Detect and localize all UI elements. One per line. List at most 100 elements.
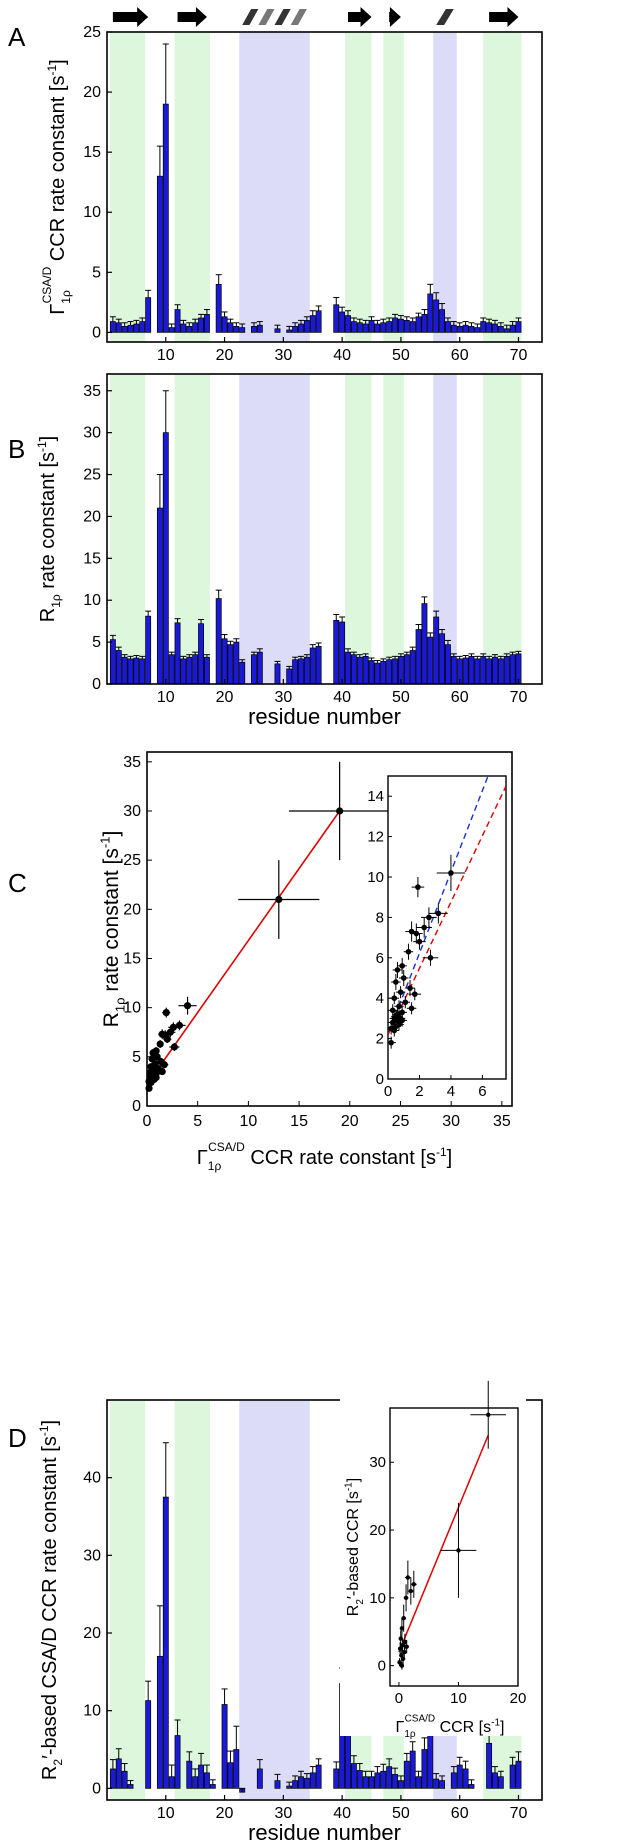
y-axis-label-part: -based CSA/D CCR rate constant [s <box>39 1436 61 1755</box>
bar <box>356 1770 363 1789</box>
inset-data-point <box>401 1615 406 1621</box>
bar <box>421 1749 428 1789</box>
bar <box>362 1776 369 1789</box>
y-axis-label-part: R <box>100 1012 123 1027</box>
inset-y-axis-label-part: ′ <box>345 1596 362 1599</box>
y-axis-label-part: ′ <box>39 1755 61 1759</box>
inset-data-point <box>399 1653 404 1658</box>
inset-data-point <box>448 870 454 876</box>
y-tick-label: 10 <box>83 204 101 221</box>
beta-strand-arrow <box>112 7 149 27</box>
x-axis-label-part: 1ρ <box>208 1159 222 1173</box>
bar <box>339 311 346 333</box>
inset-x-axis-label-part: -1 <box>491 1718 500 1729</box>
bar <box>180 658 187 685</box>
bar <box>415 1776 422 1789</box>
bar <box>303 1777 310 1789</box>
bar <box>474 658 481 685</box>
y-tick-label: 5 <box>132 1049 141 1066</box>
bar <box>256 651 263 685</box>
inset-data-point <box>404 1644 409 1649</box>
y-tick-label: 10 <box>123 1000 141 1017</box>
panel-letter-c: C <box>8 868 27 898</box>
panel-letter-d: D <box>8 1423 27 1453</box>
x-tick-label: 10 <box>157 347 175 364</box>
bar <box>380 322 387 333</box>
bar <box>303 320 310 333</box>
shaded-region-strand <box>174 1400 210 1800</box>
bar <box>427 636 434 685</box>
data-point <box>158 1030 166 1038</box>
bar <box>486 322 493 333</box>
bar <box>350 654 357 685</box>
bar <box>221 316 228 333</box>
bar <box>127 324 134 333</box>
bar <box>239 327 246 333</box>
bar <box>497 326 504 333</box>
data-point <box>183 1002 192 1010</box>
bar <box>174 309 181 333</box>
bar <box>409 321 416 333</box>
inset-x-axis-label-part: CCR [s <box>435 1719 491 1736</box>
inset-data-point <box>435 910 442 917</box>
y-tick-label: 30 <box>83 425 101 442</box>
bar <box>274 1780 281 1789</box>
bar <box>121 656 128 685</box>
bar <box>127 658 134 685</box>
inset-data-point <box>403 1595 409 1601</box>
y-axis-label-part: 1ρ <box>49 594 63 608</box>
shaded-region-helix <box>433 374 457 684</box>
bar <box>145 1700 152 1789</box>
bar <box>292 1780 299 1789</box>
helix-segment <box>436 9 454 25</box>
x-tick-label: 20 <box>216 689 234 706</box>
bar <box>109 1768 116 1789</box>
x-tick-label: 30 <box>274 1805 292 1822</box>
inset-data-point <box>411 1582 417 1587</box>
bar <box>251 654 257 685</box>
inset-y-tick-label: 6 <box>376 950 384 967</box>
bar <box>233 641 240 685</box>
y-tick-label: 20 <box>83 508 101 525</box>
bar <box>256 324 263 333</box>
inset-y-axis-label-part: 2 <box>355 1599 366 1605</box>
inset-y-tick-label: 4 <box>376 990 384 1007</box>
y-tick-label: 0 <box>92 676 101 693</box>
bar <box>121 1770 128 1789</box>
inset-fit-line <box>398 1434 489 1653</box>
bar <box>333 619 340 685</box>
x-tick-label: 40 <box>333 689 351 706</box>
bar <box>362 323 369 333</box>
inset-x-tick-label: 0 <box>395 1690 403 1707</box>
bar <box>286 1785 293 1789</box>
bar <box>415 629 422 685</box>
inset-data-point <box>402 1639 408 1645</box>
bar <box>215 283 222 333</box>
inset-data-point <box>398 1636 403 1641</box>
bar <box>433 1778 440 1789</box>
x-axis-label-part: CSA/D <box>208 1140 245 1154</box>
shaded-region-strand <box>345 32 372 342</box>
inset-data-point <box>389 1007 396 1014</box>
x-tick-label: 40 <box>333 1805 351 1822</box>
inset-data-point <box>397 1660 402 1665</box>
y-axis-label-part: rate constant [s <box>100 848 123 997</box>
data-point <box>147 1078 155 1086</box>
inset-data-point <box>399 1017 405 1024</box>
beta-strand-arrow <box>177 7 207 27</box>
bar <box>156 175 163 333</box>
inset-data-point <box>399 1626 405 1631</box>
inset-y-tick-label: 0 <box>376 1071 384 1088</box>
y-tick-label: 25 <box>123 852 141 869</box>
inset-x-tick-label: 2 <box>415 1083 423 1100</box>
bar <box>397 1780 404 1789</box>
bar <box>198 1764 204 1789</box>
bar <box>233 1749 240 1789</box>
axes-frame <box>106 373 543 685</box>
bar <box>227 644 234 685</box>
panel-a-bar-chart: 10 20 30 40 50 60 70 0 5 10 15 20 25 Γ1ρ CSA/D CCR rat… <box>40 24 543 364</box>
bar <box>298 658 304 685</box>
y-axis-label: R1ρ rate constant [s-1] <box>35 436 63 622</box>
bar <box>480 321 487 333</box>
